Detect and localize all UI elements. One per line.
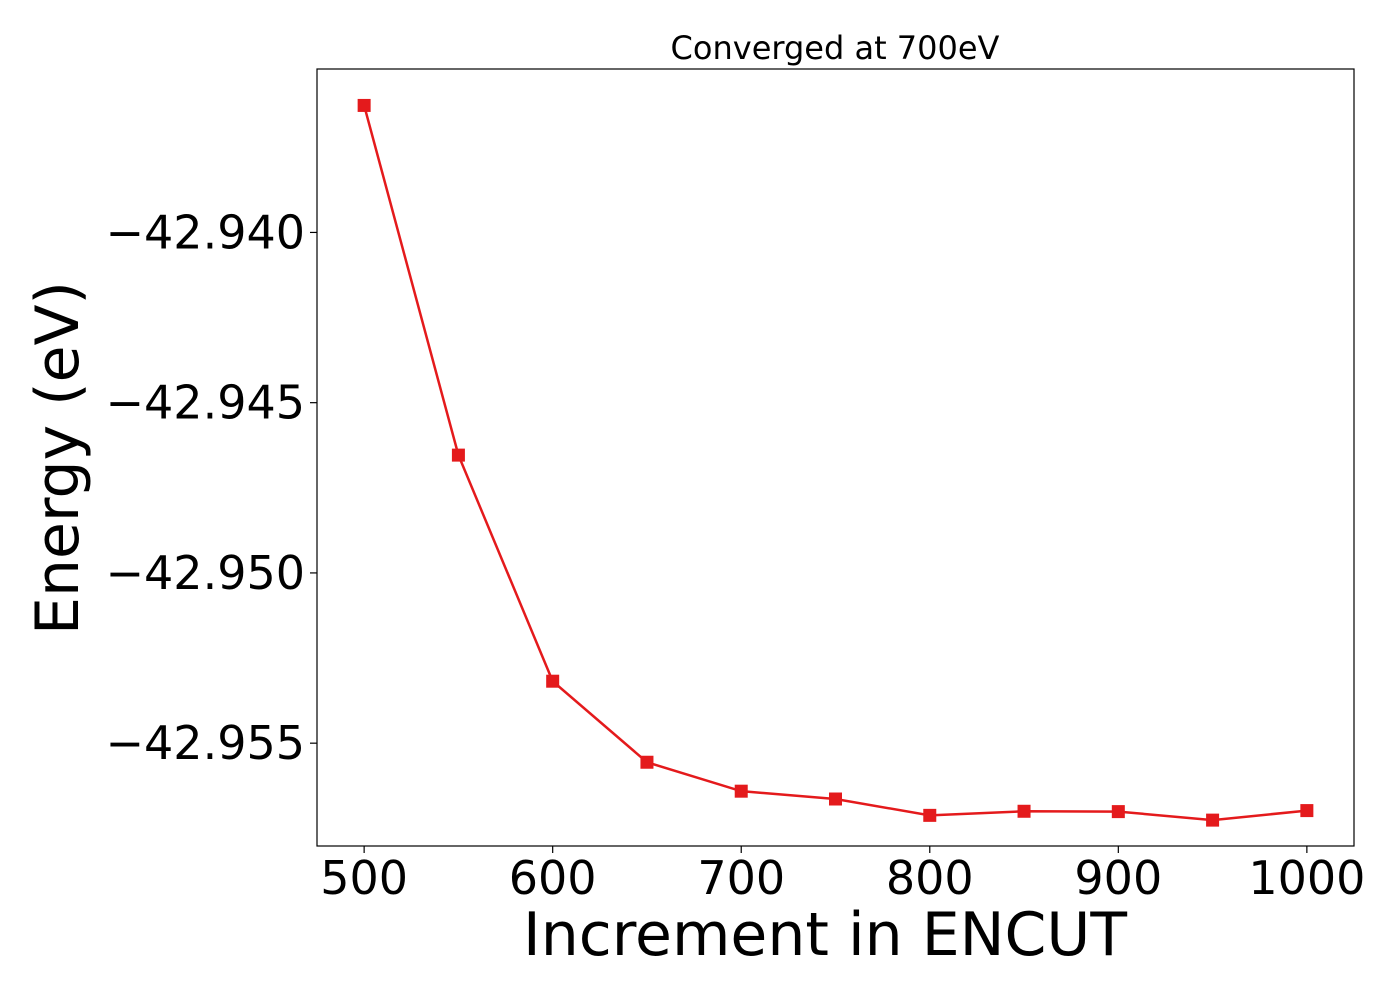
data-point [640, 755, 654, 769]
x-axis: 500 600 700 800 900 1000 [320, 846, 1365, 905]
data-point [1111, 805, 1125, 819]
data-point [734, 784, 748, 798]
data-point [1300, 804, 1314, 818]
y-tick-label: −42.940 [106, 205, 306, 259]
y-tick-label: −42.955 [106, 716, 306, 770]
data-point [546, 674, 560, 688]
x-tick-label: 900 [1074, 851, 1162, 905]
x-axis-label: Increment in ENCUT [523, 900, 1127, 970]
y-axis: −42.940 −42.945 −42.950 −42.955 [106, 205, 317, 770]
x-tick-label: 700 [697, 851, 785, 905]
data-point [829, 792, 842, 806]
chart-title: Converged at 700eV [671, 29, 1000, 67]
data-point [1206, 813, 1220, 827]
x-tick-label: 600 [509, 851, 597, 905]
x-tick-label: 500 [320, 851, 408, 905]
x-tick-label: 1000 [1248, 851, 1365, 905]
y-tick-label: −42.950 [106, 546, 306, 600]
plot-area [316, 68, 1355, 847]
y-tick-label: −42.945 [106, 376, 306, 430]
series-line [362, 105, 1307, 822]
data-point [451, 448, 465, 462]
data-point [1017, 804, 1031, 818]
series-layer [357, 98, 1314, 827]
x-tick-label: 800 [886, 851, 974, 905]
y-axis-label: Energy (eV) [23, 281, 93, 635]
data-point [923, 808, 937, 822]
data-point [357, 98, 371, 112]
